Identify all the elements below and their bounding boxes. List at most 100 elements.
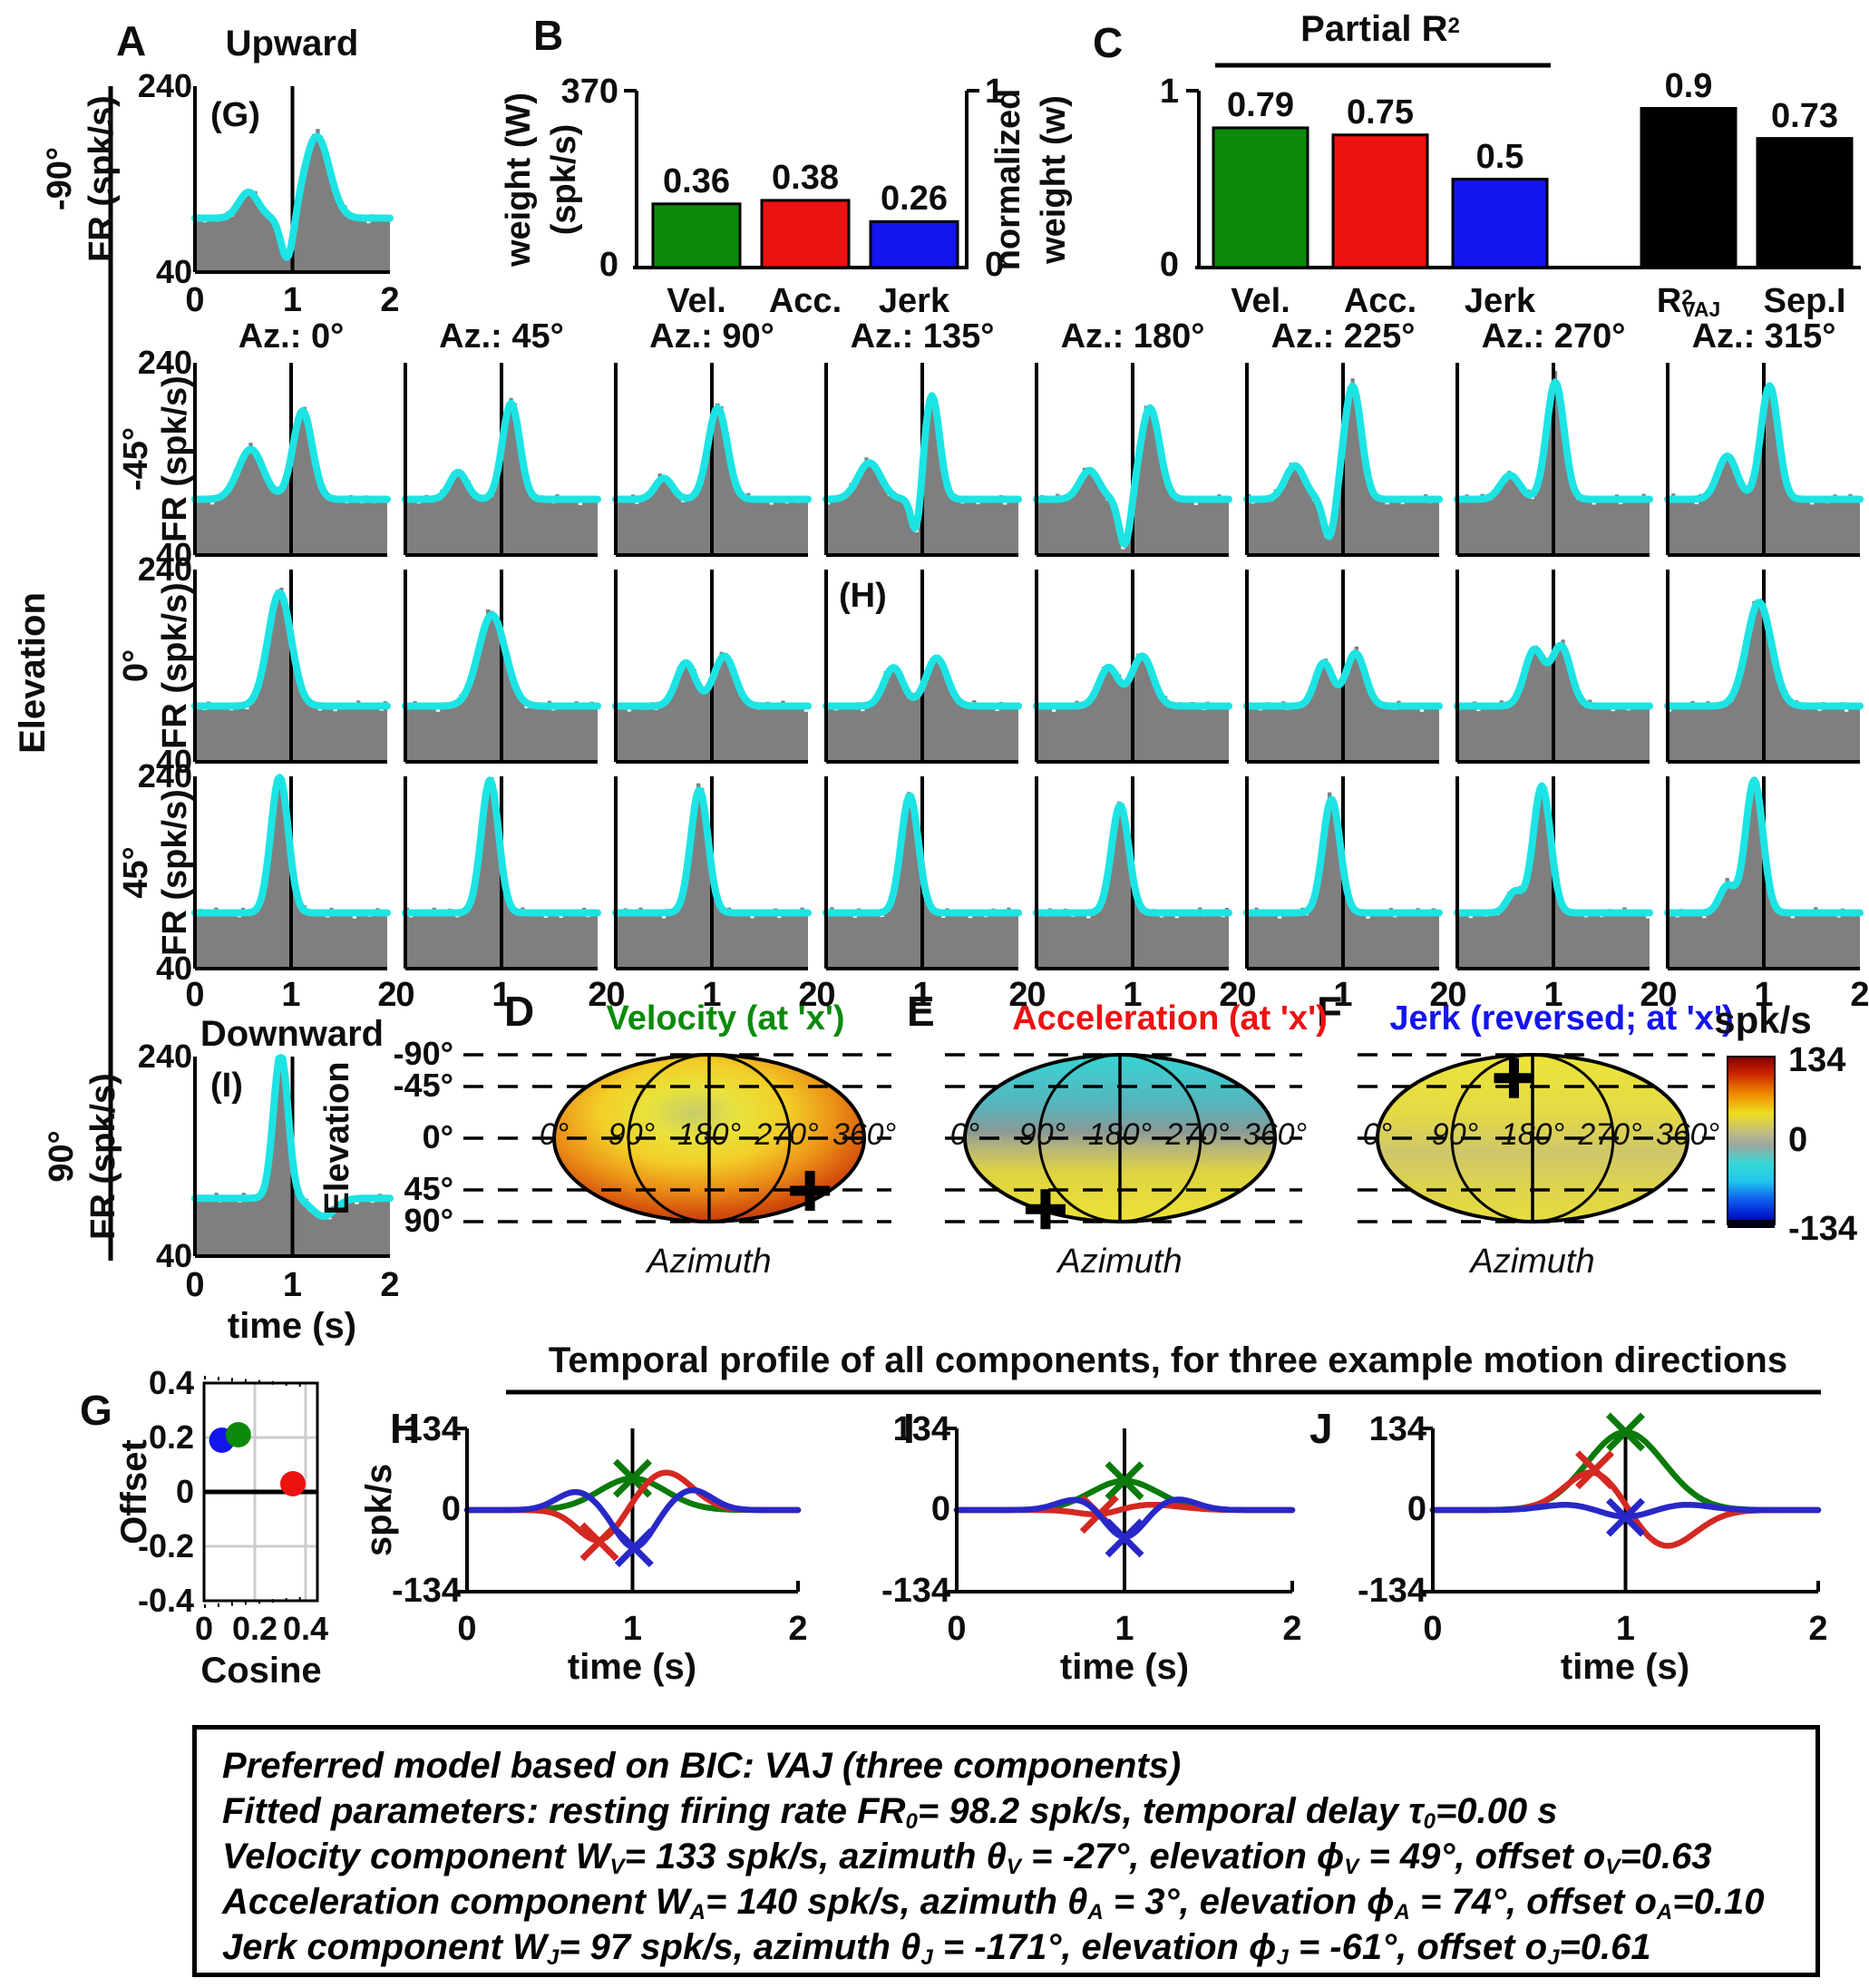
downward-xtick-1: 1	[282, 1266, 303, 1304]
t2-xtick-2: 2	[1808, 1610, 1828, 1648]
panel-letter-d: D	[504, 988, 535, 1035]
grid-c7-xtick-0: 0	[1658, 976, 1678, 1014]
colorbar-title: spk/s	[1714, 999, 1812, 1041]
g-xtick-1: 0.2	[231, 1610, 278, 1647]
colorbar-end	[1728, 1220, 1775, 1228]
map-title-jerk: Jerk (reversed; at 'x')	[1389, 999, 1734, 1038]
panel-letter-e: E	[907, 988, 935, 1035]
i-xlabel: time (s)	[1059, 1647, 1190, 1687]
b-right-axis-label-line1: normalized	[989, 88, 1027, 271]
b-ytick-370: 370	[560, 73, 618, 111]
t1-xtick-1: 1	[1115, 1610, 1134, 1648]
c-value-0: 0.79	[1227, 85, 1294, 124]
grid-c6-xtick-1: 1	[1543, 976, 1563, 1014]
colorbar-tick-134: 134	[1788, 1041, 1846, 1079]
downward-xtick-0: 0	[185, 1266, 205, 1304]
g-point-velocity	[225, 1422, 251, 1447]
b-bar-Vel.	[651, 202, 742, 269]
b-bar-Jerk	[869, 219, 959, 269]
upward-title: Upward	[225, 24, 359, 63]
marker-x-acceleration	[579, 1522, 619, 1562]
t1-ytick-1: 0	[930, 1490, 950, 1528]
t1-ytick-0: 134	[892, 1410, 950, 1448]
c-value-4: 0.73	[1771, 96, 1838, 135]
c-cat-3: R2VAJ	[1656, 282, 1721, 321]
psth-model-fit	[1243, 795, 1443, 917]
psth-model-fit	[191, 407, 391, 503]
map-elev-tick-0: -90°	[393, 1035, 453, 1072]
map-d-azimuth-label: Azimuth	[647, 1242, 772, 1281]
panel-letter-c: C	[1093, 19, 1124, 66]
c-bar-4	[1756, 137, 1854, 269]
grid-c7-xtick-2: 2	[1850, 976, 1869, 1014]
c-cat-2: Jerk	[1464, 282, 1536, 320]
grid-row-0-ytick-240: 240	[137, 344, 192, 381]
psth-model-fit	[191, 1054, 394, 1220]
downward-ytick-40: 40	[155, 1237, 192, 1274]
map-D-az-1: 90°	[608, 1117, 656, 1152]
grid-c1-xtick-2: 2	[588, 976, 608, 1014]
c-value-1: 0.75	[1347, 93, 1414, 132]
grid-row-2-ylabel: FR (spk/s)	[156, 789, 194, 956]
map-F-az-0: 0°	[1362, 1117, 1393, 1152]
downward-ylabel: FR (spk/s)	[84, 1073, 122, 1240]
psth-model-fit	[1243, 649, 1443, 710]
map-elev-tick-3: 45°	[404, 1170, 453, 1208]
grid-c2-xtick-2: 2	[798, 976, 818, 1014]
maps-elevation-label: Elevation	[318, 1061, 356, 1215]
grid-c3-xtick-2: 2	[1008, 976, 1028, 1014]
psth-model-fit	[191, 589, 391, 710]
t2-xtick-1: 1	[1615, 1610, 1636, 1648]
map-elev-tick-1: -45°	[393, 1066, 453, 1104]
b-value-0: 0.36	[663, 161, 730, 200]
c-bar-0	[1212, 126, 1309, 269]
map-F-az-2: 180°	[1500, 1117, 1565, 1152]
map-E-az-2: 180°	[1087, 1117, 1153, 1152]
inner-label-i: (I)	[210, 1067, 243, 1105]
marker-x-velocity	[613, 1458, 652, 1498]
c-bar-1	[1331, 133, 1429, 269]
marker-x-jerk	[1105, 1518, 1144, 1558]
caption-line-2: Fitted parameters: resting firing rate F…	[222, 1791, 1558, 1835]
map-D-az-2: 180°	[677, 1117, 742, 1152]
b-left-axis-label-line2: (spk/s)	[545, 123, 583, 236]
psth-model-fit	[612, 404, 812, 503]
c-bar-3	[1640, 107, 1738, 269]
upward-ytick-40: 40	[155, 253, 192, 290]
upward-ylabel: FR (spk/s)	[83, 95, 121, 262]
b-ytick-0: 0	[599, 246, 618, 284]
psth-model-fit	[823, 654, 1022, 710]
g-xtick-0: 0	[194, 1610, 214, 1647]
panel-letter-a: A	[116, 17, 147, 64]
c-cat-0: Vel.	[1231, 282, 1290, 320]
marker-x-jerk	[614, 1528, 654, 1568]
caption-box: Preferred model based on BIC: VAJ (three…	[192, 1725, 1820, 1977]
map-outline	[963, 1053, 1277, 1223]
b-cat-2: Jerk	[878, 282, 950, 320]
t2-ytick-1: 0	[1407, 1490, 1426, 1528]
upward-xtick-2: 2	[380, 281, 400, 319]
marker-x-velocity	[1105, 1461, 1144, 1501]
c-ytick-0: 0	[1159, 246, 1179, 284]
psth-model-fit	[1664, 382, 1864, 503]
t2-ytick-0: 134	[1368, 1410, 1426, 1448]
map-E-az-3: 270°	[1165, 1117, 1230, 1152]
grid-c6-xtick-2: 2	[1640, 976, 1660, 1014]
c-value-3: 0.9	[1664, 66, 1713, 105]
map-D-az-3: 270°	[754, 1117, 819, 1152]
grid-row-2-ytick-40: 40	[155, 950, 192, 987]
upward-row-label: -90°	[41, 146, 79, 211]
upward-ytick-240: 240	[137, 67, 192, 104]
psth-model-fit	[1033, 652, 1232, 710]
map-F-az-3: 270°	[1578, 1117, 1642, 1152]
grid-row-1-row-label: 0°	[117, 648, 155, 683]
t0-xtick-0: 0	[457, 1610, 477, 1648]
col-header-az-3: Az.: 135°	[850, 317, 995, 356]
t0-ytick-1: 0	[441, 1490, 461, 1528]
temporal-title: Temporal profile of all components, for …	[548, 1340, 1788, 1380]
psth-model-fit	[612, 786, 812, 917]
map-E-az-0: 0°	[949, 1117, 980, 1152]
grid-row-0-ytick-40: 40	[155, 536, 192, 573]
downward-title: Downward	[200, 1014, 385, 1054]
